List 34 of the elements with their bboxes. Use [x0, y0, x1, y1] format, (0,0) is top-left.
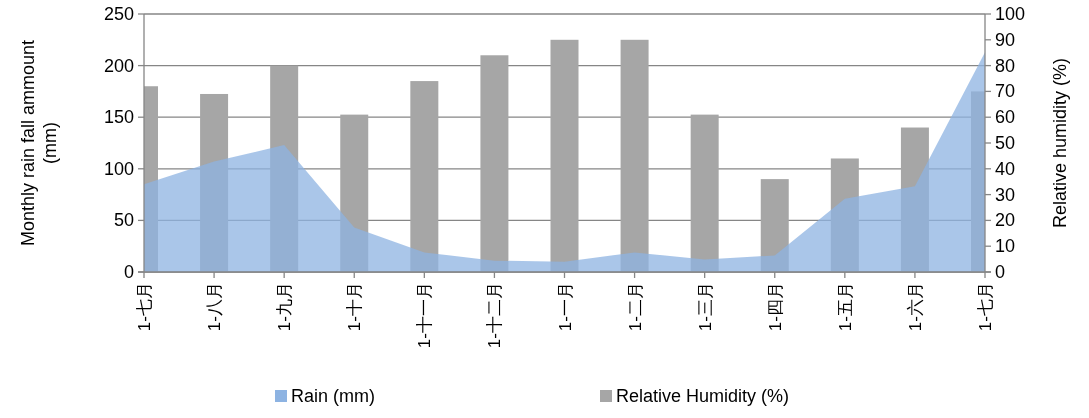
y2-tick-label: 100	[995, 4, 1026, 24]
x-tick-label: 1-一月	[555, 282, 575, 332]
x-tick-label: 1-八月	[205, 282, 225, 332]
y-tick-label: 200	[103, 55, 134, 76]
y-tick-label: 0	[123, 262, 134, 282]
y2-tick-label: 30	[995, 184, 1016, 205]
y2-tick-label: 0	[995, 262, 1006, 282]
x-tick-label: 1-六月	[905, 282, 925, 332]
x-tick-label: 1-十一月	[415, 282, 435, 349]
x-tick-label: 1-七月	[135, 282, 154, 332]
y2-axis-title: Relative humidity (%)	[1050, 57, 1070, 229]
y-tick-label: 250	[103, 4, 134, 24]
y2-tick-label: 80	[995, 55, 1016, 76]
y2-tick-label: 10	[995, 236, 1016, 257]
x-tick-label: 1-五月	[835, 282, 855, 332]
x-tick-label: 1-七月	[976, 282, 995, 332]
y-axis-title: Monthly rain fall ammount (mm)	[18, 39, 60, 247]
x-tick-label: 1-三月	[695, 282, 715, 332]
y2-tick-label: 50	[995, 133, 1016, 153]
y2-tick-label: 90	[995, 29, 1016, 50]
y2-tick-label: 70	[995, 81, 1016, 102]
x-tick-label: 1-十二月	[485, 282, 505, 349]
x-tick-label: 1-九月	[275, 282, 295, 332]
y-tick-label: 50	[113, 210, 134, 231]
y2-tick-label: 40	[995, 158, 1016, 179]
y-tick-label: 100	[103, 158, 134, 179]
y-tick-label: 150	[103, 107, 134, 128]
x-tick-label: 1-二月	[625, 282, 645, 332]
legend-label: Relative Humidity (%)	[616, 386, 790, 406]
y2-tick-label: 60	[995, 107, 1016, 128]
x-tick-label: 1-十月	[345, 282, 365, 332]
legend-label: Rain (mm)	[291, 386, 375, 406]
x-tick-label: 1-四月	[765, 282, 785, 332]
y2-tick-label: 20	[995, 210, 1016, 231]
